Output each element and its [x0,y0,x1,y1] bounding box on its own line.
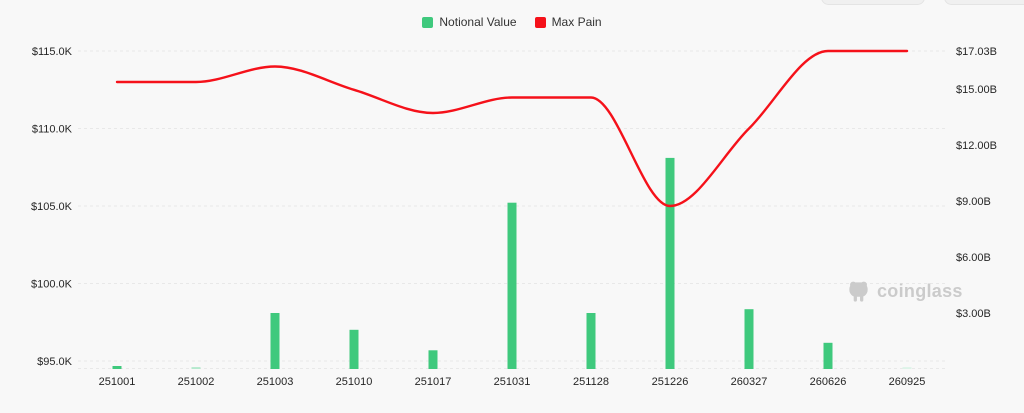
legend-item-notional-value[interactable]: Notional Value [422,15,517,29]
left-axis-tick-label: $95.0K [37,356,73,368]
right-axis-tick-label: $17.03B [956,46,997,58]
legend-swatch [422,16,434,28]
x-axis-label-251128: 251128 [573,376,609,388]
x-axis-label-251003: 251003 [257,376,294,388]
notional-value-bar-251128[interactable] [586,313,596,369]
notional-value-bar-251017[interactable] [428,350,438,369]
left-axis-tick-label: $100.0K [31,279,73,291]
x-axis-label-251226: 251226 [652,376,689,388]
right-axis-tick-label: $12.00B [956,140,997,152]
x-axis-label-251002: 251002 [178,376,215,388]
notional-value-bar-251001[interactable] [112,366,122,369]
notional-value-bar-251002[interactable] [191,367,201,369]
legend-label: Notional Value [439,15,517,29]
x-axis-label-260925: 260925 [889,376,926,388]
coinglass-watermark: coinglass [846,279,963,304]
max-pain-line[interactable] [115,49,909,208]
notional-value-bar-251031[interactable] [507,202,517,369]
legend-swatch [534,16,546,28]
right-axis-tick-label: $6.00B [956,252,991,264]
notional-value-bar-260327[interactable] [744,309,754,369]
legend-item-max-pain[interactable]: Max Pain [534,15,602,29]
notional-value-bar-260626[interactable] [823,342,833,369]
legend-label: Max Pain [551,15,602,29]
coinglass-watermark-text: coinglass [877,281,963,301]
left-axis-tick-label: $105.0K [31,201,73,213]
notional-value-bar-251003[interactable] [270,313,280,369]
x-axis-label-260327: 260327 [731,376,768,388]
legend: Notional Value Max Pain [0,15,1024,29]
notional-value-bar-251010[interactable] [349,329,359,369]
right-axis-tick-label: $15.00B [956,84,997,96]
notional-value-bar-251226[interactable] [665,157,675,369]
notional-value-bar-260925[interactable] [902,367,912,369]
left-axis-tick-label: $115.0K [32,46,73,58]
x-axis-label-251010: 251010 [336,376,373,388]
x-axis-label-260626: 260626 [810,376,847,388]
x-axis-label-251001: 251001 [99,376,136,388]
x-axis-label-251017: 251017 [415,376,452,388]
right-axis-tick-label: $9.00B [956,196,991,208]
left-axis-tick-label: $110.0K [32,124,73,136]
coinglass-bear-logo-icon [849,281,868,302]
x-axis-label-251031: 251031 [494,376,531,388]
right-axis-tick-label: $3.00B [956,308,991,320]
